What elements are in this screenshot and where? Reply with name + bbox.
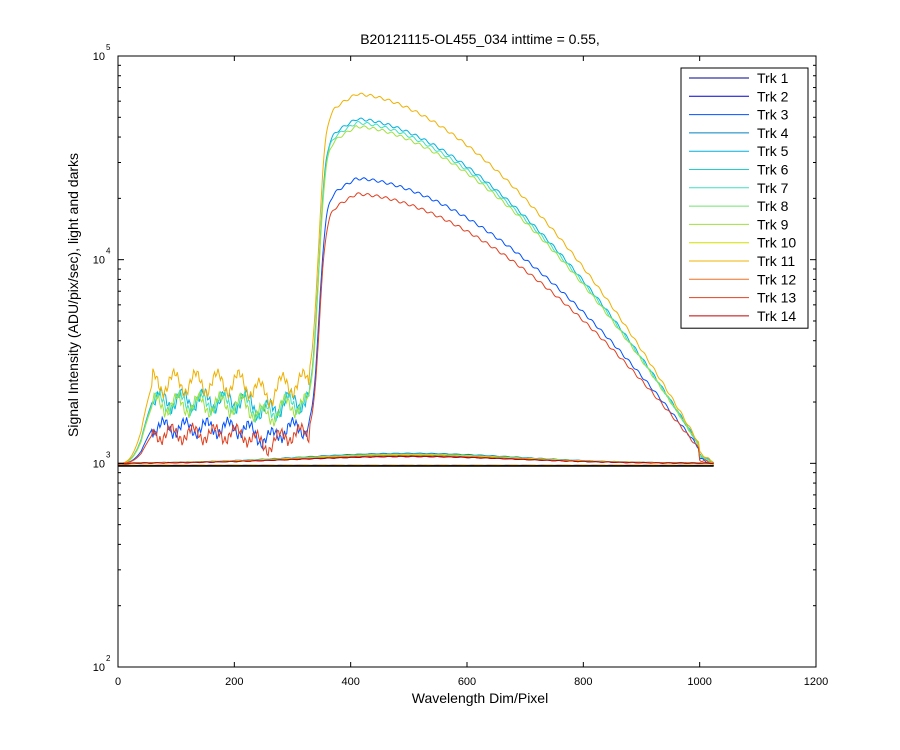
legend-label: Trk 3 — [757, 107, 789, 123]
legend-label: Trk 13 — [757, 290, 796, 306]
x-tick-label: 200 — [225, 676, 243, 688]
y-tick-label: 10 — [93, 662, 105, 674]
legend-label: Trk 10 — [757, 235, 796, 251]
y-tick-label: 10 — [93, 458, 105, 470]
legend-label: Trk 12 — [757, 271, 796, 287]
y-tick-exponent: 2 — [106, 654, 111, 663]
legend-label: Trk 2 — [757, 88, 789, 104]
x-tick-label: 1000 — [687, 676, 711, 688]
legend: Trk 1 Trk 2 Trk 3 Trk 4 Trk 5 Trk 6 Trk 7 Trk 8… — [680, 67, 809, 329]
legend-label: Trk 8 — [757, 198, 789, 214]
y-tick-exponent: 3 — [106, 450, 111, 459]
series-line — [118, 177, 714, 464]
legend-label: Trk 1 — [757, 70, 789, 86]
legend-label: Trk 9 — [757, 216, 789, 232]
legend-label: Trk 14 — [757, 308, 796, 324]
y-tick-exponent: 4 — [106, 247, 111, 256]
legend-label: Trk 7 — [757, 180, 789, 196]
legend-label: Trk 6 — [757, 162, 789, 178]
series-line — [118, 192, 714, 465]
legend-label: Trk 5 — [757, 143, 789, 159]
y-tick-label: 10 — [93, 255, 105, 267]
series-line — [118, 92, 714, 465]
x-axis-title: Wavelength Dim/Pixel — [412, 690, 548, 706]
legend-label: Trk 11 — [757, 253, 795, 269]
x-tick-label: 600 — [458, 676, 476, 688]
x-tick-label: 400 — [341, 676, 359, 688]
y-axis-title: Signal Intensity (ADU/pix/sec), light an… — [65, 153, 81, 437]
x-tick-label: 800 — [574, 676, 592, 688]
series-line — [118, 125, 715, 464]
plot-lines — [117, 92, 715, 467]
chart-title: B20121115-OL455_034 inttime = 0.55, — [360, 31, 600, 47]
x-tick-label: 0 — [115, 676, 121, 688]
legend-label: Trk 4 — [757, 125, 789, 141]
y-tick-label: 10 — [93, 51, 105, 63]
x-axis: 0 200 400 600 800 1000 1200 — [115, 56, 828, 688]
series-line — [117, 455, 714, 465]
legend-box — [680, 67, 809, 329]
y-tick-exponent: 5 — [106, 43, 111, 52]
x-tick-label: 1200 — [804, 676, 828, 688]
